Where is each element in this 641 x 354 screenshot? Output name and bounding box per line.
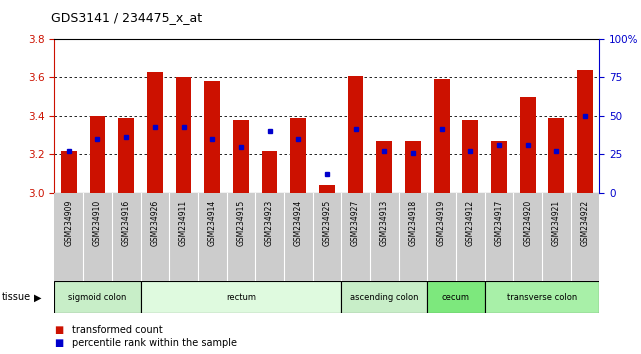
Text: transverse colon: transverse colon (507, 293, 577, 302)
Bar (204, 81, 220, 193)
Bar (462, 120, 478, 193)
Bar (147, 72, 163, 193)
Bar (140, 281, 341, 313)
Text: transformed count: transformed count (72, 325, 163, 335)
Bar (485, 281, 599, 313)
Text: ▶: ▶ (34, 292, 42, 302)
Bar (491, 141, 507, 193)
Bar (577, 70, 593, 193)
Text: GSM234913: GSM234913 (379, 200, 388, 246)
Bar (428, 281, 485, 313)
Text: ascending colon: ascending colon (350, 293, 419, 302)
Bar (520, 97, 535, 193)
Bar (319, 185, 335, 193)
Text: GSM234914: GSM234914 (208, 200, 217, 246)
Text: GSM234926: GSM234926 (151, 200, 160, 246)
Bar (119, 118, 134, 193)
Text: percentile rank within the sample: percentile rank within the sample (72, 338, 237, 348)
Text: GSM234922: GSM234922 (581, 200, 590, 246)
Text: ■: ■ (54, 338, 63, 348)
Bar (434, 79, 449, 193)
Bar (290, 118, 306, 193)
Text: rectum: rectum (226, 293, 256, 302)
Bar (405, 141, 421, 193)
Bar (262, 150, 278, 193)
Text: GSM234916: GSM234916 (122, 200, 131, 246)
Text: GSM234917: GSM234917 (494, 200, 503, 246)
Bar (90, 116, 105, 193)
Text: GSM234923: GSM234923 (265, 200, 274, 246)
Text: tissue: tissue (1, 292, 30, 302)
Text: GSM234911: GSM234911 (179, 200, 188, 246)
Bar (376, 141, 392, 193)
Text: GSM234909: GSM234909 (64, 200, 73, 246)
Text: GSM234927: GSM234927 (351, 200, 360, 246)
Bar (61, 150, 77, 193)
Bar (176, 78, 192, 193)
Bar (347, 75, 363, 193)
Text: GSM234924: GSM234924 (294, 200, 303, 246)
Text: GSM234921: GSM234921 (552, 200, 561, 246)
Text: GDS3141 / 234475_x_at: GDS3141 / 234475_x_at (51, 11, 203, 24)
Bar (54, 281, 140, 313)
Text: cecum: cecum (442, 293, 470, 302)
Text: GSM234918: GSM234918 (408, 200, 417, 246)
Text: GSM234925: GSM234925 (322, 200, 331, 246)
Text: GSM234919: GSM234919 (437, 200, 446, 246)
Bar (341, 281, 428, 313)
Text: ■: ■ (54, 325, 63, 335)
Text: sigmoid colon: sigmoid colon (69, 293, 127, 302)
Text: GSM234920: GSM234920 (523, 200, 532, 246)
Bar (549, 118, 564, 193)
Text: GSM234915: GSM234915 (237, 200, 246, 246)
Bar (233, 120, 249, 193)
Text: GSM234912: GSM234912 (466, 200, 475, 246)
Text: GSM234910: GSM234910 (93, 200, 102, 246)
